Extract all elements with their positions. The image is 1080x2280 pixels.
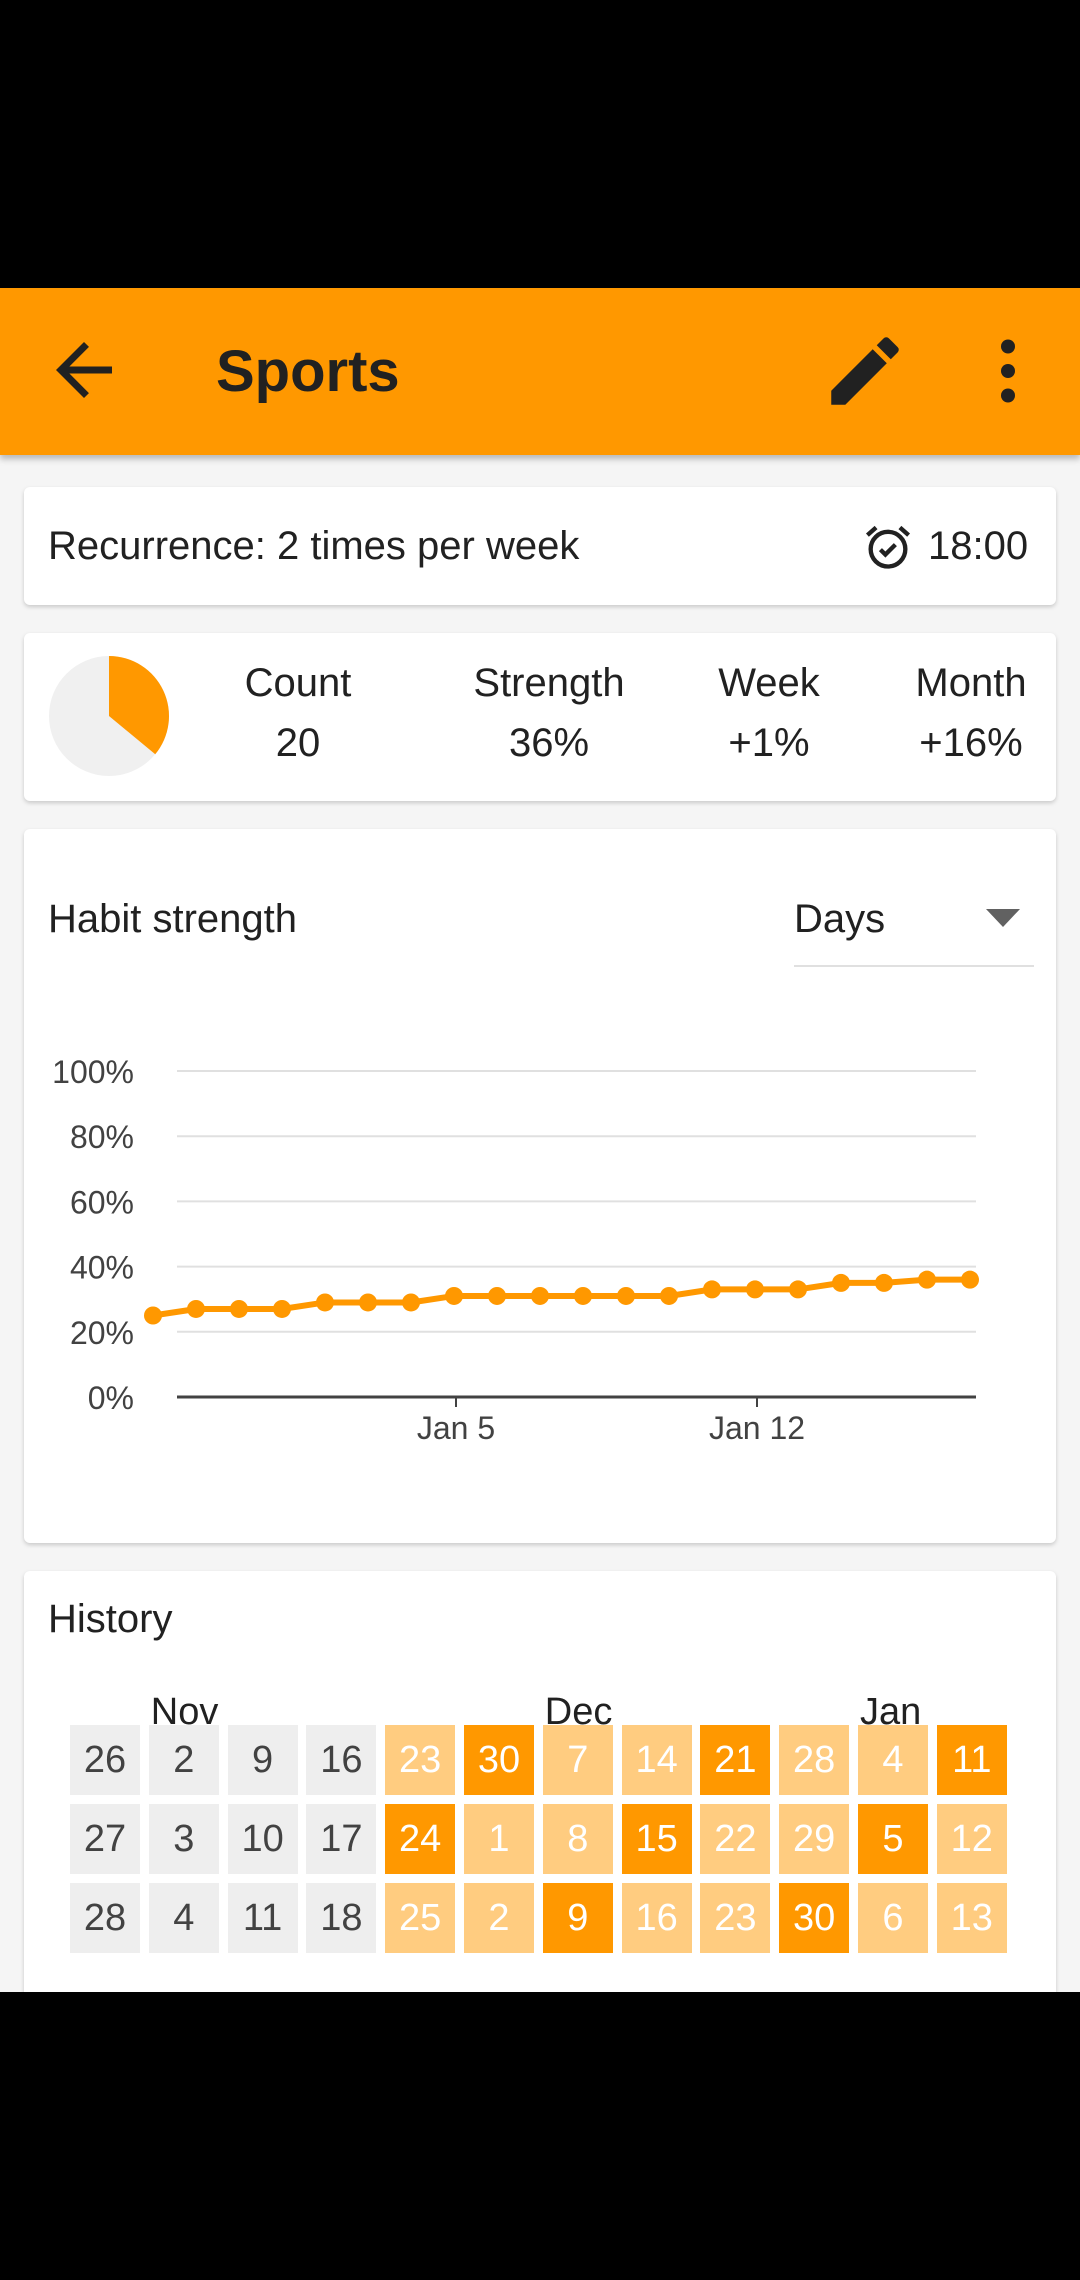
period-dropdown[interactable]: Days bbox=[794, 869, 1034, 967]
arrow-back-icon[interactable] bbox=[42, 328, 126, 412]
history-day-cell[interactable]: 9 bbox=[227, 1725, 298, 1795]
history-day-cell[interactable]: 22 bbox=[700, 1804, 771, 1874]
reminder-time: 18:00 bbox=[928, 524, 1029, 568]
data-point bbox=[617, 1286, 635, 1305]
data-point bbox=[445, 1286, 463, 1305]
history-day-cell[interactable]: 16 bbox=[306, 1725, 377, 1795]
history-day-cell[interactable]: 1 bbox=[464, 1804, 534, 1874]
count-label: Count bbox=[244, 661, 352, 705]
history-day-cell[interactable]: 6 bbox=[858, 1883, 928, 1953]
history-day-cell[interactable]: 18 bbox=[306, 1883, 377, 1953]
month-stat: Month +16% bbox=[896, 633, 1046, 801]
x-tick-label: Jan 12 bbox=[709, 1410, 805, 1446]
app-bar: Sports bbox=[0, 288, 1080, 455]
history-day-cell[interactable]: 9 bbox=[542, 1883, 613, 1953]
history-day-cell[interactable]: 4 bbox=[148, 1883, 219, 1953]
data-point bbox=[746, 1280, 764, 1299]
data-point bbox=[144, 1306, 162, 1325]
history-day-cell[interactable]: 21 bbox=[700, 1725, 771, 1795]
y-tick-label: 80% bbox=[70, 1119, 134, 1155]
history-day-cell[interactable]: 7 bbox=[542, 1725, 613, 1795]
recurrence-text: Recurrence: 2 times per week bbox=[48, 524, 580, 568]
habit-strength-card: Habit strength Days 100% 80% 60% 40% 20% 0% Ja… bbox=[24, 829, 1056, 1543]
count-value: 20 bbox=[275, 721, 321, 765]
data-point bbox=[574, 1286, 592, 1305]
score-slice bbox=[109, 656, 170, 755]
x-tick-label: Jan 5 bbox=[417, 1410, 495, 1446]
week-stat: Week +1% bbox=[694, 633, 844, 801]
data-point bbox=[402, 1293, 420, 1312]
month-value: +16% bbox=[919, 721, 1023, 765]
score-ring bbox=[49, 656, 170, 776]
history-day-cell[interactable]: 11 bbox=[936, 1725, 1007, 1795]
history-day-cell[interactable]: 16 bbox=[621, 1883, 692, 1953]
overview-card: Count 20 Strength 36% Week +1% Month +16… bbox=[24, 633, 1056, 801]
data-point bbox=[703, 1280, 721, 1299]
history-day-cell[interactable]: 11 bbox=[227, 1883, 298, 1953]
data-point bbox=[273, 1299, 291, 1318]
habit-content[interactable]: Recurrence: 2 times per week 18:00 Count… bbox=[0, 455, 1080, 1992]
history-day-cell[interactable]: 28 bbox=[70, 1883, 140, 1953]
history-day-cell[interactable]: 29 bbox=[779, 1804, 850, 1874]
page-title: Sports bbox=[216, 339, 400, 404]
history-day-cell[interactable]: 13 bbox=[936, 1883, 1007, 1953]
period-value: Days bbox=[794, 897, 886, 941]
history-day-cell[interactable]: 2 bbox=[464, 1883, 534, 1953]
habit-strength-chart: 100% 80% 60% 40% 20% 0% Jan 5 Jan 12 bbox=[52, 1054, 979, 1446]
data-point bbox=[187, 1299, 205, 1318]
data-point bbox=[230, 1299, 248, 1318]
y-tick-label: 40% bbox=[70, 1250, 134, 1286]
dropdown-arrow-icon bbox=[986, 909, 1020, 927]
history-day-cell[interactable]: 23 bbox=[700, 1883, 771, 1953]
history-day-cell[interactable]: 4 bbox=[858, 1725, 928, 1795]
recurrence-card: Recurrence: 2 times per week 18:00 bbox=[24, 487, 1056, 605]
data-point bbox=[875, 1273, 893, 1292]
history-day-cell[interactable]: 10 bbox=[227, 1804, 298, 1874]
data-point bbox=[316, 1293, 334, 1312]
y-tick-label: 60% bbox=[70, 1184, 134, 1220]
more-vert-icon[interactable] bbox=[966, 326, 1050, 416]
data-point bbox=[359, 1293, 377, 1312]
history-day-cell[interactable]: 25 bbox=[385, 1883, 456, 1953]
history-day-cell[interactable]: 3 bbox=[148, 1804, 219, 1874]
navigation-area bbox=[0, 1992, 1080, 2280]
y-tick-label: 20% bbox=[70, 1315, 134, 1351]
week-value: +1% bbox=[728, 721, 810, 765]
history-day-cell[interactable]: 28 bbox=[779, 1725, 850, 1795]
strength-value: 36% bbox=[508, 721, 590, 765]
data-point bbox=[918, 1270, 936, 1289]
alarm-clock-icon bbox=[865, 525, 911, 569]
week-label: Week bbox=[718, 661, 820, 705]
count-stat: Count 20 bbox=[224, 633, 372, 801]
month-label: Month bbox=[915, 661, 1027, 705]
history-card: History Nov Dec Jan 26 2 9 16 23 30 7 14 21 28 4 11 27 3… bbox=[24, 1571, 1056, 1992]
data-point bbox=[488, 1286, 506, 1305]
data-point bbox=[961, 1270, 979, 1289]
y-tick-label: 100% bbox=[52, 1054, 134, 1090]
data-point bbox=[531, 1286, 549, 1305]
data-point bbox=[660, 1286, 678, 1305]
history-day-cell[interactable]: 8 bbox=[542, 1804, 613, 1874]
history-day-cell[interactable]: 17 bbox=[306, 1804, 377, 1874]
strength-stat: Strength 36% bbox=[454, 633, 644, 801]
strength-label: Strength bbox=[473, 661, 625, 705]
history-title: History bbox=[48, 1597, 173, 1641]
history-day-cell[interactable]: 24 bbox=[385, 1804, 456, 1874]
y-tick-label: 0% bbox=[88, 1380, 134, 1416]
history-day-cell[interactable]: 30 bbox=[464, 1725, 534, 1795]
history-day-cell[interactable]: 14 bbox=[621, 1725, 692, 1795]
history-day-cell[interactable]: 23 bbox=[385, 1725, 456, 1795]
data-point bbox=[789, 1280, 807, 1299]
history-day-cell[interactable]: 5 bbox=[858, 1804, 928, 1874]
history-day-cell[interactable]: 15 bbox=[621, 1804, 692, 1874]
history-day-cell[interactable]: 2 bbox=[148, 1725, 219, 1795]
pencil-icon[interactable] bbox=[820, 326, 910, 416]
status-area bbox=[0, 0, 1080, 288]
history-day-cell[interactable]: 27 bbox=[70, 1804, 140, 1874]
habit-strength-title: Habit strength bbox=[48, 897, 298, 941]
history-day-cell[interactable]: 26 bbox=[70, 1725, 140, 1795]
history-day-cell[interactable]: 30 bbox=[779, 1883, 850, 1953]
history-day-cell[interactable]: 12 bbox=[936, 1804, 1007, 1874]
data-point bbox=[832, 1273, 850, 1292]
